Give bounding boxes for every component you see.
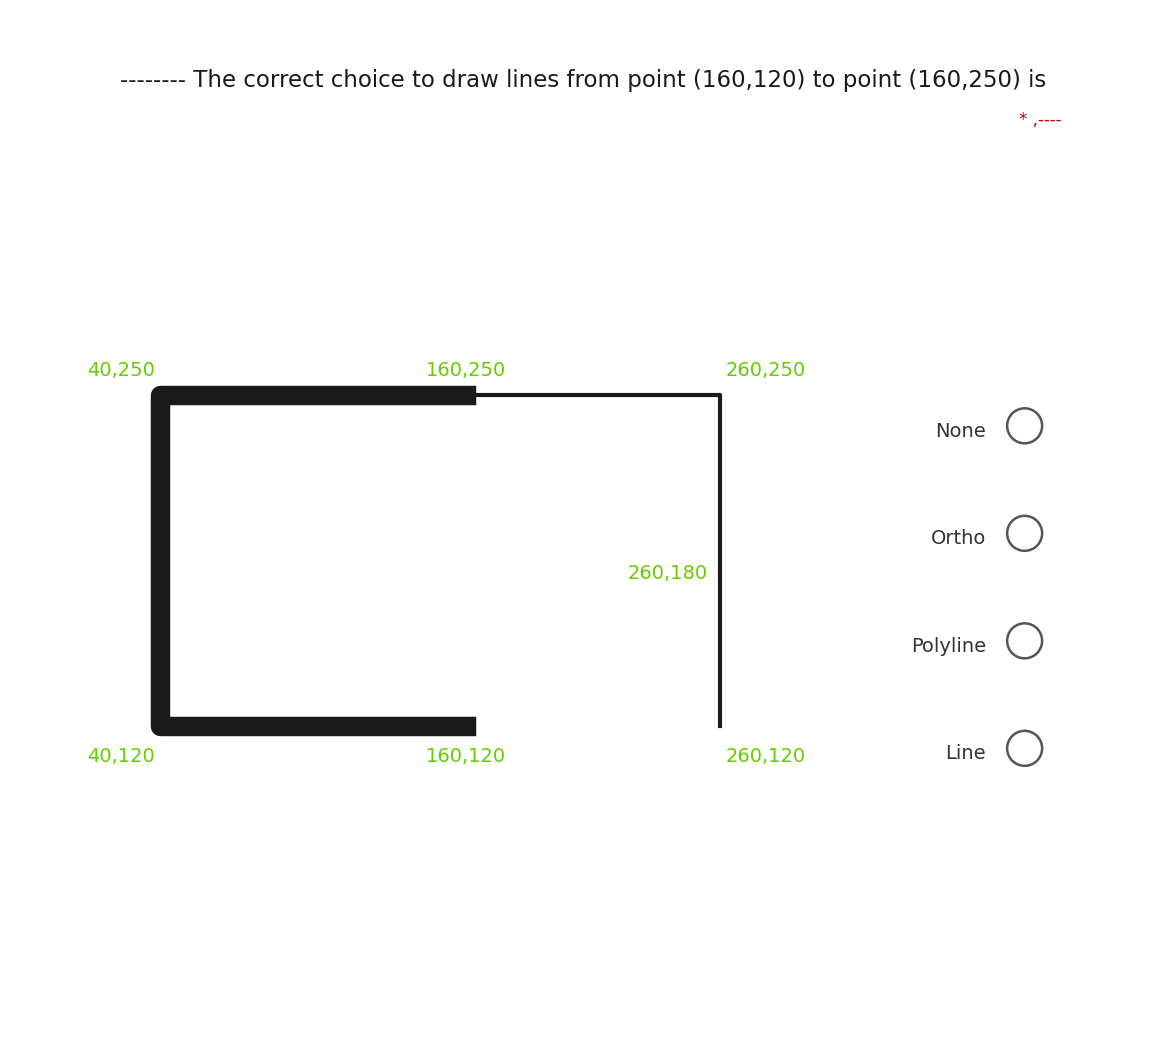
- Text: 260,120: 260,120: [726, 746, 805, 765]
- Text: Ortho: Ortho: [931, 529, 986, 548]
- Text: 260,180: 260,180: [628, 564, 707, 583]
- Text: * ,----: * ,----: [1020, 111, 1062, 129]
- Text: Line: Line: [945, 744, 986, 763]
- Text: 160,120: 160,120: [426, 746, 505, 765]
- Text: 40,120: 40,120: [88, 746, 155, 765]
- Text: 260,250: 260,250: [726, 362, 805, 380]
- Text: 160,250: 160,250: [426, 362, 505, 380]
- Text: Polyline: Polyline: [911, 637, 986, 656]
- Text: 40,250: 40,250: [88, 362, 155, 380]
- Text: None: None: [936, 422, 986, 441]
- Text: -------- The correct choice to draw lines from point (160,120) to point (160,250: -------- The correct choice to draw line…: [120, 69, 1047, 92]
